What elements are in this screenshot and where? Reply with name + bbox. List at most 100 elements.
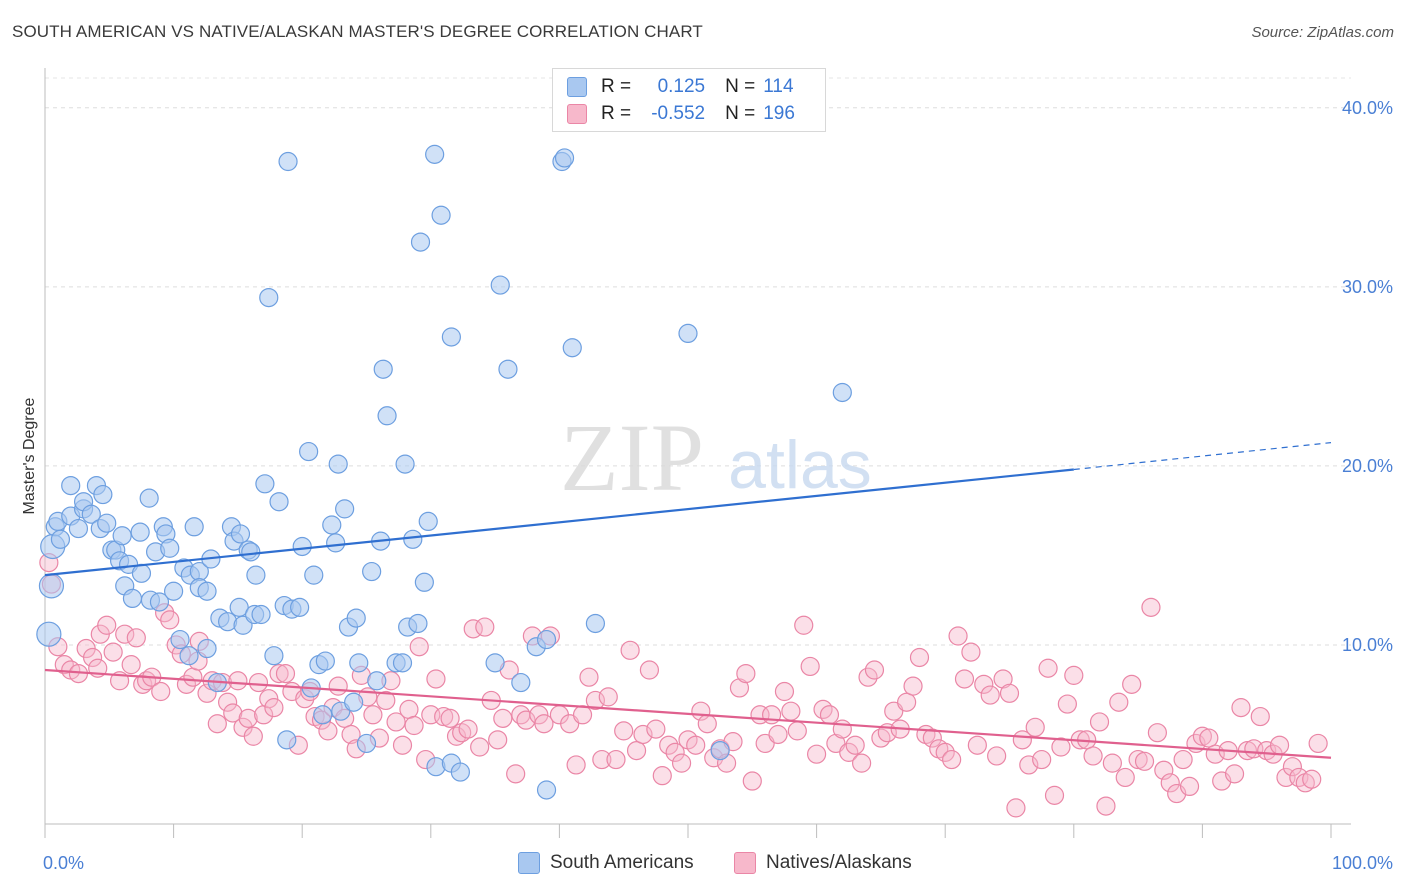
data-point-south-american (229, 597, 249, 617)
data-point-south-american (554, 148, 575, 168)
data-point-south-american (290, 597, 310, 617)
correlation-legend: R = 0.125 N = 114 R = -0.552 N = 196 (552, 68, 826, 132)
data-point-native (646, 719, 666, 739)
legend-r-label: R = (601, 103, 632, 124)
data-point-native (1302, 769, 1322, 789)
data-point-native (54, 655, 74, 675)
data-point-south-american (112, 526, 132, 546)
data-point-native (671, 753, 692, 773)
data-point-native (446, 726, 467, 746)
data-point-native (440, 708, 460, 728)
data-point-native (275, 663, 296, 684)
data-point-south-american (335, 499, 355, 519)
data-point-south-american (403, 529, 423, 549)
data-point-south-american (536, 780, 557, 800)
data-point-native (980, 685, 1000, 705)
legend-r-label: R = (601, 76, 632, 97)
data-point-south-american (97, 513, 117, 533)
data-point-native (409, 637, 429, 657)
data-point-native (768, 724, 788, 745)
data-point-native (686, 735, 706, 755)
data-point-native (787, 721, 807, 741)
data-point-native (652, 766, 672, 786)
data-point-south-american (562, 338, 582, 358)
data-point-native (813, 699, 833, 720)
data-point-native (399, 699, 419, 720)
data-point-native (1083, 746, 1103, 766)
data-point-native (1199, 728, 1219, 748)
data-point-native (376, 690, 396, 711)
data-point-native (1308, 733, 1328, 754)
data-point-south-american (36, 621, 62, 647)
data-point-native (1006, 798, 1026, 818)
data-point-native (1224, 764, 1245, 784)
legend-n-value: 196 (763, 103, 795, 124)
data-point-native (579, 667, 599, 687)
data-point-south-american (498, 359, 518, 379)
data-point-native (1096, 796, 1116, 816)
grid-lines (45, 77, 1351, 646)
data-point-native (736, 663, 756, 684)
data-point-south-american (322, 515, 342, 535)
data-point-south-american (277, 730, 297, 750)
data-point-south-american (418, 511, 438, 532)
tick-labels: 10.0% 20.0% 30.0% 40.0% 0.0% 100.0% (43, 98, 1393, 873)
data-point-native (1057, 694, 1077, 714)
data-point-south-american (61, 476, 81, 496)
data-point-native (794, 615, 814, 635)
data-point-native (1147, 723, 1167, 743)
data-point-native (729, 678, 750, 698)
data-point-native (659, 735, 679, 755)
legend-row-south-americans: R = 0.125 N = 114 (567, 75, 794, 99)
data-point-south-american (328, 454, 348, 474)
data-point-native (1089, 712, 1110, 732)
data-point-native (363, 705, 383, 725)
data-point-native (942, 749, 962, 770)
data-point-native (259, 689, 279, 709)
data-point-native (974, 674, 994, 694)
data-point-native (606, 749, 626, 770)
data-point-native (1134, 751, 1155, 771)
y-tick-label: 40.0% (1342, 98, 1393, 118)
y-tick-label: 20.0% (1342, 456, 1393, 476)
trend-line-natives-alaskans (44, 668, 1332, 759)
data-point-native (1064, 665, 1084, 685)
data-point-native (238, 708, 258, 728)
data-point-native (426, 669, 446, 689)
data-point-native (218, 692, 238, 712)
data-point-south-american (414, 572, 434, 592)
data-point-south-american (130, 522, 150, 542)
data-point-native (1115, 767, 1135, 788)
data-point-south-american (184, 517, 204, 537)
data-point-native (566, 755, 586, 775)
data-point-south-american (292, 536, 312, 557)
data-point-south-american (246, 565, 266, 585)
data-point-south-american (362, 561, 382, 582)
data-point-native (620, 640, 640, 660)
data-point-native (160, 610, 180, 630)
data-point-south-american (38, 573, 65, 599)
data-point-native (614, 721, 634, 741)
chart-title: SOUTH AMERICAN VS NATIVE/ALASKAN MASTER'… (12, 22, 703, 41)
bottom-legend-label: Natives/Alaskans (766, 852, 912, 873)
data-point-native (858, 667, 878, 687)
data-point-south-american (81, 504, 101, 524)
data-point-native (183, 667, 203, 687)
data-point-south-american (511, 672, 531, 693)
trend-line-extension (1073, 442, 1332, 471)
data-point-south-american (170, 629, 190, 650)
data-point-native (458, 719, 478, 739)
legend-n-label: N = (725, 103, 756, 124)
data-point-native (470, 737, 490, 757)
blue-swatch-icon (567, 77, 587, 97)
blue-swatch-icon (518, 852, 540, 874)
data-point-native (1173, 749, 1193, 770)
data-point-native (1179, 776, 1200, 797)
y-tick-label: 30.0% (1342, 277, 1393, 297)
data-point-south-american (585, 613, 606, 634)
legend-n-value: 114 (763, 76, 794, 97)
data-point-native (993, 669, 1013, 689)
data-point-south-american (395, 454, 415, 474)
axes (44, 68, 1351, 838)
data-point-native (922, 728, 942, 748)
